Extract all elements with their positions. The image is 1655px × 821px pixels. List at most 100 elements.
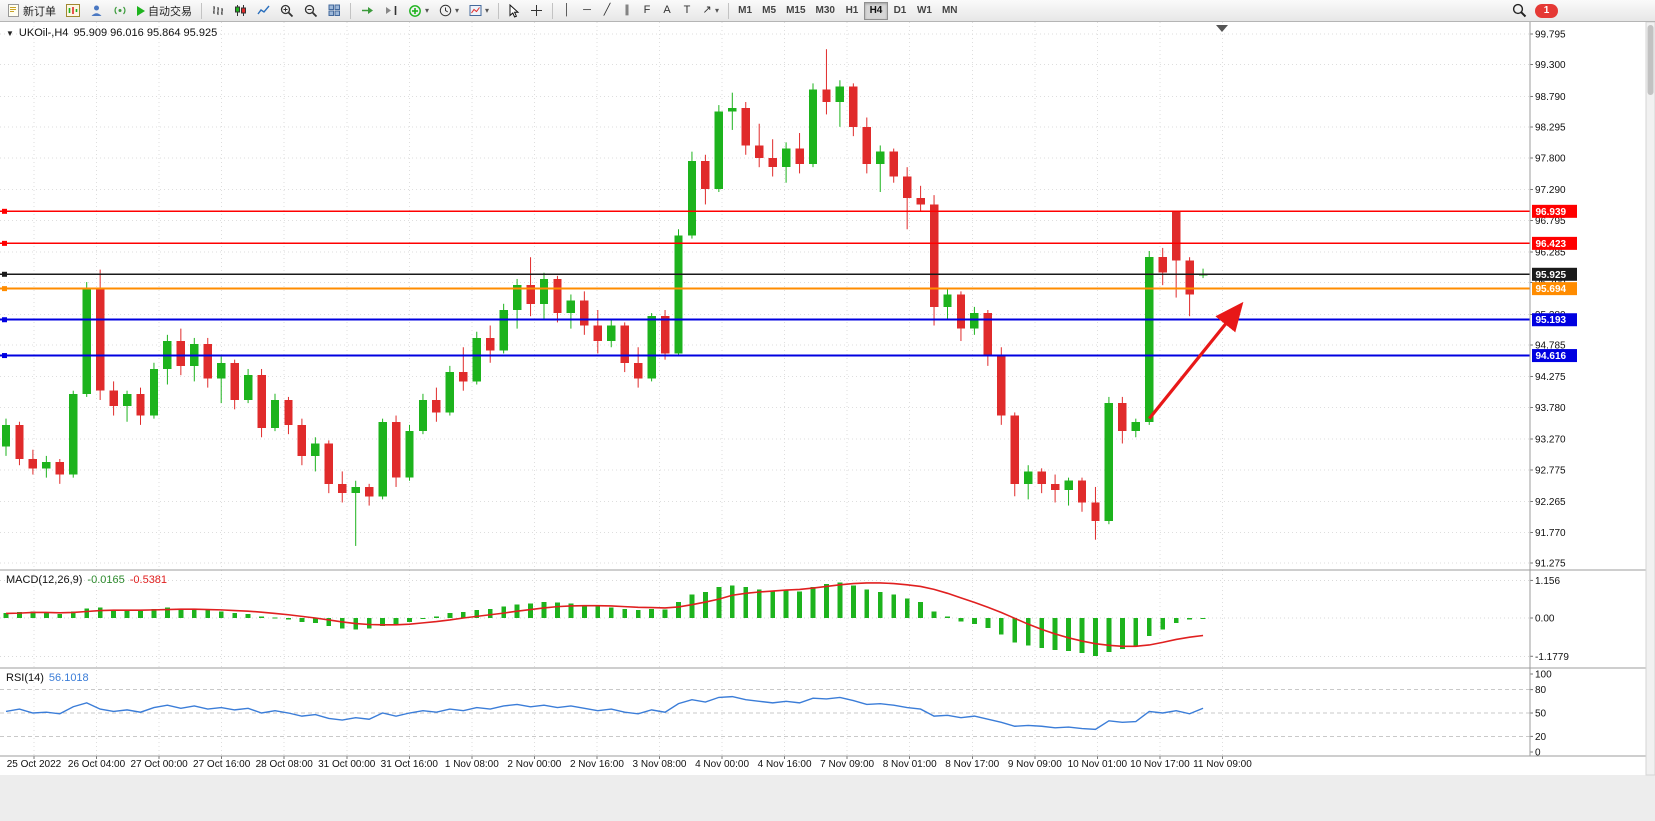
crosshair-tool-button[interactable]: [526, 1, 547, 20]
timeframe-button-H4[interactable]: H4: [863, 1, 888, 20]
price-badge-label: 94.616: [1536, 351, 1567, 362]
macd-bar: [770, 591, 776, 618]
support-line-lower-handle[interactable]: [2, 353, 7, 359]
label-tool-button[interactable]: T: [678, 1, 696, 20]
timeframe-button-M30[interactable]: M30: [811, 2, 840, 20]
arrows-tool-icon: ↗: [702, 4, 712, 16]
macd-bar: [729, 585, 735, 618]
play-icon: [137, 5, 145, 16]
candle-body: [95, 288, 105, 391]
timeframe-button-D1[interactable]: D1: [888, 2, 912, 20]
candle-body: [338, 483, 347, 494]
resistance-line-upper-handle[interactable]: [2, 208, 7, 214]
candle-body: [728, 108, 737, 112]
candle-body: [311, 443, 320, 456]
support-line-upper-handle[interactable]: [2, 317, 7, 323]
chart-shift-marker[interactable]: [1216, 25, 1228, 32]
timeframe-button-W1[interactable]: W1: [912, 2, 937, 20]
chart-window-button[interactable]: [62, 1, 84, 20]
chart-canvas[interactable]: 25 Oct 2022 26 Oct 04:00 27 Oct 00:00 27 Oc…: [0, 22, 1655, 821]
signals-button[interactable]: [109, 1, 131, 20]
price-axis[interactable]: [1530, 22, 1645, 756]
timeframe-button-H1[interactable]: H1: [840, 2, 864, 20]
bar-chart-mode-button[interactable]: [207, 1, 228, 20]
cursor-tool-button[interactable]: [504, 1, 524, 20]
candle-body: [418, 400, 428, 432]
candle-body: [781, 148, 791, 168]
price-badge: [1532, 267, 1577, 281]
periods-button[interactable]: ▾: [435, 1, 463, 20]
chevron-down-icon: ▾: [455, 6, 460, 15]
scrollbar-thumb[interactable]: [1647, 25, 1654, 95]
time-axis[interactable]: [0, 756, 1530, 775]
macd-bar: [218, 611, 224, 618]
trendline-tool-button[interactable]: ╱: [598, 1, 616, 20]
candle-body: [270, 400, 280, 428]
candle-body: [1024, 471, 1033, 484]
macd-bar: [918, 601, 923, 618]
candle-body: [1077, 480, 1087, 503]
one-click-trading-collapse-icon[interactable]: ▼: [6, 28, 14, 38]
chart-area: 25 Oct 2022 26 Oct 04:00 27 Oct 00:00 27 Oc…: [0, 22, 1655, 821]
vertical-line-tool-button[interactable]: │: [558, 1, 576, 20]
zoom-in-button[interactable]: [276, 1, 298, 20]
macd-axis-label: -1.1779: [1535, 652, 1569, 663]
macd-bar: [1173, 618, 1179, 623]
candle-body: [674, 235, 683, 354]
macd-bar: [743, 587, 749, 618]
vertical-scrollbar[interactable]: [1645, 22, 1655, 776]
auto-scroll-button[interactable]: [356, 1, 378, 20]
macd-bar: [810, 587, 816, 618]
candle-body: [1064, 480, 1073, 491]
time-axis-label: 27 Oct 00:00: [130, 759, 188, 770]
timeframe-button-M5[interactable]: M5: [757, 2, 781, 20]
channel-tool-button[interactable]: ∥: [618, 1, 636, 20]
chart-shift-button[interactable]: [380, 1, 402, 20]
window-frame-strip: [0, 775, 1655, 821]
profile-icon: [90, 4, 103, 17]
macd-bar: [608, 607, 614, 618]
search-button[interactable]: [1508, 1, 1531, 20]
timeframe-button-MN[interactable]: MN: [937, 2, 963, 20]
macd-bar: [703, 592, 708, 618]
new-order-icon: [7, 4, 20, 17]
pivot-line-handle[interactable]: [2, 286, 7, 292]
text-tool-button[interactable]: A: [658, 1, 676, 20]
resistance-line-lower-handle[interactable]: [2, 240, 7, 246]
price-axis-label: 99.300: [1535, 60, 1566, 71]
horizontal-line-tool-button[interactable]: ─: [578, 1, 596, 20]
profile-button[interactable]: [86, 1, 107, 20]
macd-bar: [165, 607, 170, 618]
macd-bar: [3, 613, 9, 618]
macd-bar: [1066, 618, 1071, 652]
candle-body: [916, 198, 925, 205]
chart-shift-icon: [384, 4, 398, 17]
indicators-button[interactable]: ▾: [404, 1, 433, 20]
auto-trading-button[interactable]: 自动交易: [133, 1, 196, 20]
candle-body: [943, 294, 952, 307]
zoom-out-button[interactable]: [300, 1, 322, 20]
candlestick-mode-button[interactable]: [230, 1, 251, 20]
timeframe-button-M1[interactable]: M1: [733, 2, 757, 20]
line-chart-mode-button[interactable]: [253, 1, 274, 20]
macd-bar: [662, 609, 668, 618]
time-axis-label: 10 Nov 17:00: [1130, 759, 1190, 770]
time-axis-label: 10 Nov 01:00: [1068, 759, 1128, 770]
tile-windows-button[interactable]: [324, 1, 345, 20]
price-axis-label: 96.285: [1535, 247, 1566, 258]
arrows-tool-button[interactable]: ↗ ▾: [698, 1, 723, 20]
current-price-line-handle[interactable]: [2, 271, 7, 277]
notification-badge[interactable]: 1: [1535, 3, 1558, 18]
new-order-button[interactable]: 新订单: [3, 1, 60, 20]
candle-body: [405, 431, 414, 478]
macd-bar: [205, 610, 211, 618]
macd-bar: [998, 618, 1004, 635]
timeframe-button-M15[interactable]: M15: [781, 2, 810, 20]
price-axis-label: 91.770: [1535, 528, 1566, 539]
macd-bar: [1200, 618, 1206, 619]
zoom-out-icon: [304, 4, 318, 18]
trend-arrow-annotation[interactable]: [1148, 301, 1244, 420]
macd-bar: [1160, 618, 1166, 630]
fibonacci-tool-button[interactable]: F: [638, 1, 656, 20]
templates-button[interactable]: ▾: [465, 1, 493, 20]
